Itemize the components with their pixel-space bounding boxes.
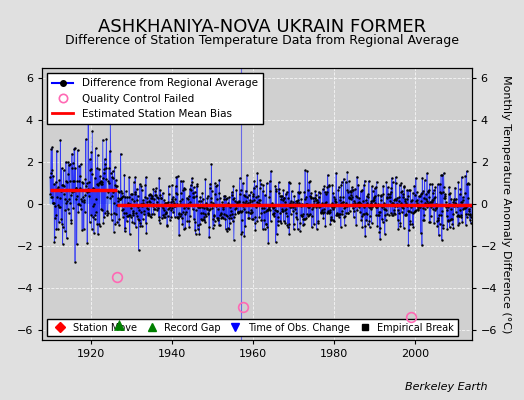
Text: Berkeley Earth: Berkeley Earth (405, 382, 487, 392)
Y-axis label: Monthly Temperature Anomaly Difference (°C): Monthly Temperature Anomaly Difference (… (501, 75, 511, 333)
Text: Difference of Station Temperature Data from Regional Average: Difference of Station Temperature Data f… (65, 34, 459, 47)
Text: ASHKHANIYA-NOVA UKRAIN FORMER: ASHKHANIYA-NOVA UKRAIN FORMER (98, 18, 426, 36)
Legend: Station Move, Record Gap, Time of Obs. Change, Empirical Break: Station Move, Record Gap, Time of Obs. C… (47, 319, 458, 336)
